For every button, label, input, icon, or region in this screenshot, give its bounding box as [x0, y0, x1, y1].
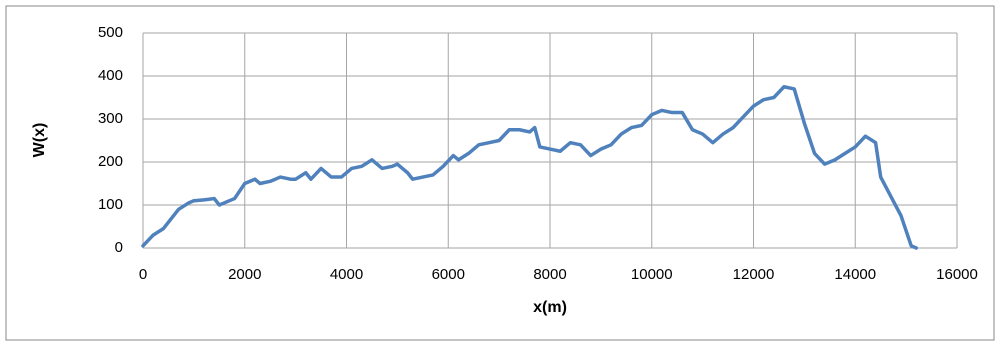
x-tick-label: 14000 [834, 266, 876, 283]
x-tick-label: 10000 [631, 266, 673, 283]
x-tick-label: 2000 [228, 266, 261, 283]
y-tick-label: 500 [98, 24, 123, 41]
y-tick-label: 200 [98, 153, 123, 170]
x-tick-label: 8000 [533, 266, 566, 283]
y-tick-label: 300 [98, 110, 123, 127]
chart-border [5, 5, 995, 341]
x-tick-label: 16000 [936, 266, 978, 283]
x-tick-label: 0 [139, 266, 147, 283]
x-tick-label: 4000 [330, 266, 363, 283]
data-line [141, 85, 919, 250]
y-tick-label: 0 [115, 239, 123, 256]
x-axis-label: x(m) [533, 299, 567, 316]
x-tick-label: 12000 [733, 266, 775, 283]
y-tick-label: 100 [98, 196, 123, 213]
y-tick-label: 400 [98, 67, 123, 84]
y-axis-label: W(x) [31, 123, 48, 158]
x-tick-label: 6000 [432, 266, 465, 283]
